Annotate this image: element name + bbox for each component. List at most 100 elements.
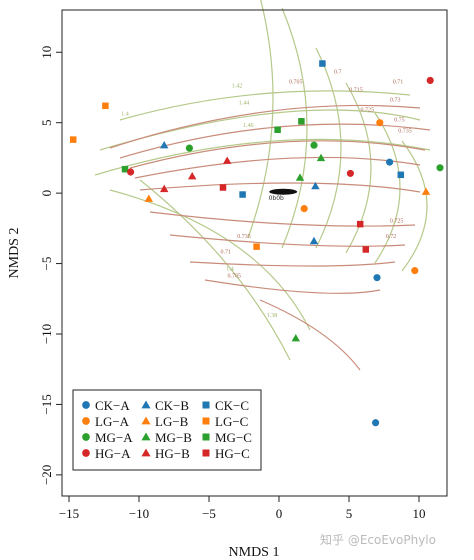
green-contour-line <box>345 82 372 254</box>
red-contour-line <box>139 182 421 193</box>
centroid-mark <box>269 188 298 195</box>
red-contour-line <box>204 279 381 294</box>
contour-label: 1.4 <box>226 267 234 273</box>
data-point-ck-circle <box>373 274 381 282</box>
legend-marker <box>141 416 151 425</box>
data-point-ck-triangle <box>309 236 319 245</box>
data-point-lg-square <box>102 102 109 110</box>
data-point-lg-circle <box>300 205 308 213</box>
legend-marker <box>202 417 210 425</box>
contour-label: 0.71 <box>221 250 232 256</box>
y-tick-label: −5 <box>39 257 54 271</box>
data-point-hg-circle <box>426 76 434 85</box>
legend-label: HG−A <box>95 446 131 461</box>
y-tick-label: −10 <box>39 324 54 344</box>
y-axis: −20 −15 −10 −5 0 5 10 <box>39 46 62 485</box>
data-point-hg-triangle <box>187 172 197 180</box>
data-point-ck-square <box>319 60 326 67</box>
contour-label: 0.73 <box>390 98 401 104</box>
legend-marker <box>82 433 90 441</box>
x-axis: −15 −10 −5 0 5 10 <box>59 496 426 521</box>
contour-label: 0.71 <box>393 79 404 85</box>
x-tick-label: −5 <box>202 506 216 521</box>
x-tick-label: 0 <box>276 506 283 521</box>
legend-marker <box>82 417 90 425</box>
plot-frame <box>61 9 448 497</box>
legend-marker <box>82 401 90 409</box>
legend-label: MG−A <box>95 430 133 445</box>
x-tick-label: −15 <box>59 506 79 521</box>
x-tick-label: −10 <box>129 506 149 521</box>
x-tick-label: 10 <box>413 506 426 521</box>
data-point-ck-circle <box>386 158 394 166</box>
data-point-ck-circle <box>372 419 380 427</box>
contour-label: 1.4 <box>121 112 129 118</box>
legend-marker <box>141 400 151 409</box>
legend-label: LG−B <box>155 414 189 429</box>
legend-marker <box>202 449 210 457</box>
red-contour-line <box>189 261 396 267</box>
legend-label: MG−C <box>215 430 252 445</box>
centroid-cluster: 0b0b <box>269 188 298 202</box>
green-contour-line <box>374 112 401 264</box>
data-point-mg-square <box>121 165 129 173</box>
legend-label: HG−B <box>155 446 190 461</box>
data-point-lg-square <box>69 136 77 143</box>
data-point-hg-triangle <box>159 184 169 193</box>
data-point-hg-square <box>219 184 227 191</box>
y-tick-label: −15 <box>39 394 54 414</box>
data-point-mg-circle <box>436 164 444 172</box>
y-axis-title: NMDS 2 <box>7 228 22 279</box>
data-point-hg-triangle <box>222 156 232 164</box>
legend-box <box>72 389 262 471</box>
legend-label: CK−A <box>95 398 130 413</box>
green-contour-line <box>139 179 291 361</box>
legend-marker <box>202 433 210 441</box>
y-tick-label: 10 <box>39 46 54 59</box>
red-contour-line <box>129 140 426 169</box>
data-point-lg-triangle <box>421 187 431 195</box>
contour-label: 0.735 <box>398 129 412 135</box>
contour-label: 0.75 <box>394 117 405 123</box>
data-point-lg-circle <box>376 119 384 127</box>
legend-label: CK−B <box>155 398 189 413</box>
contour-label: 1.38 <box>267 313 278 319</box>
contour-label: 1.46 <box>243 123 254 129</box>
y-tick-label: 0 <box>39 190 54 197</box>
red-contour-line <box>109 104 421 149</box>
legend-marker <box>82 449 90 457</box>
contour-label: 1.42 <box>232 83 243 89</box>
data-point-hg-square <box>362 246 370 253</box>
legend-marker <box>202 401 210 409</box>
contour-label: 0.725 <box>360 107 374 113</box>
data-point-hg-square <box>356 220 364 228</box>
data-point-ck-triangle <box>311 181 320 190</box>
data-point-hg-circle <box>127 168 135 176</box>
data-points <box>69 60 444 427</box>
green-contour-line <box>401 140 428 272</box>
contour-label: 0.7 <box>334 69 342 75</box>
legend-label: MG−B <box>155 430 192 445</box>
y-tick-label: −20 <box>39 465 54 485</box>
data-point-ck-triangle <box>159 141 169 149</box>
legend-marker <box>141 448 151 457</box>
contour-label: 0.725 <box>390 219 404 225</box>
data-point-lg-square <box>253 243 260 250</box>
data-point-mg-triangle <box>291 334 301 342</box>
red-contour-line <box>149 211 416 227</box>
watermark: 知乎 @EcoEvoPhylo <box>320 533 436 547</box>
contour-labels: 1.42 1.44 1.46 1.4 1.38 1.4 0.7 0.705 0.715 0.71 0… <box>121 69 412 319</box>
centroid-label: 0b0b <box>269 195 284 202</box>
green-contour-line <box>247 0 274 239</box>
contour-label: 0.72 <box>386 234 397 240</box>
data-point-mg-triangle <box>295 173 305 181</box>
data-point-lg-circle <box>411 267 419 275</box>
legend-label: LG−C <box>215 414 248 429</box>
legend-marker <box>141 432 151 441</box>
data-point-hg-circle <box>346 169 354 177</box>
data-point-mg-circle <box>185 144 193 152</box>
data-point-mg-square <box>274 126 281 133</box>
legend-label: HG−C <box>215 446 250 461</box>
green-contour-line <box>281 7 308 249</box>
